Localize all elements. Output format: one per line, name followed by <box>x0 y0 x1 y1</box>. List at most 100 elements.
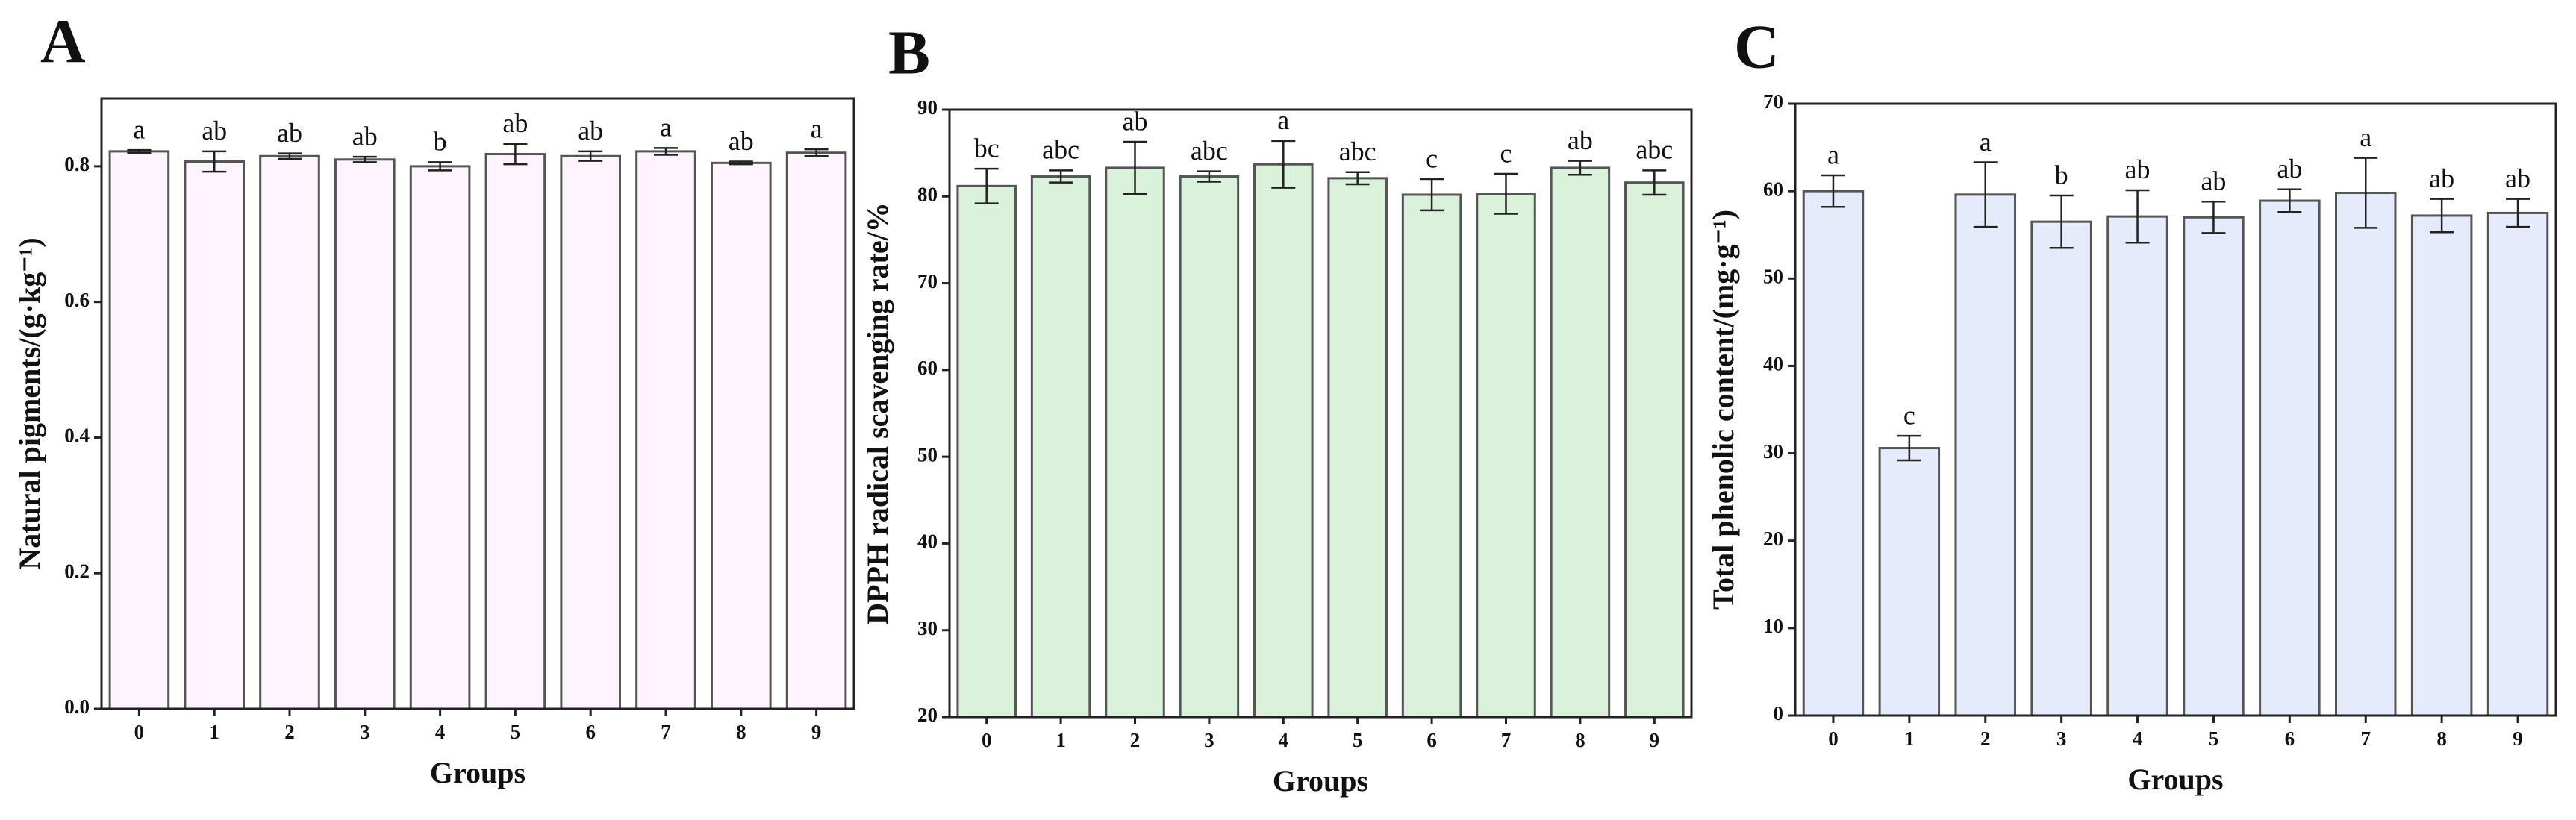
x-tick-label: 9 <box>1650 729 1660 751</box>
significance-letter: ab <box>2201 166 2226 195</box>
x-tick-label: 6 <box>1426 729 1437 751</box>
x-tick-label: 5 <box>1353 729 1363 751</box>
significance-letter: c <box>1500 138 1512 168</box>
bar <box>1327 177 1388 719</box>
y-tick-label: 20 <box>917 704 938 726</box>
x-tick-label: 6 <box>2285 727 2295 750</box>
x-tick-label: 4 <box>2133 727 2143 750</box>
significance-letter: b <box>434 127 447 157</box>
error-bar <box>2430 198 2454 234</box>
bar <box>2410 214 2473 717</box>
x-tick-label: 1 <box>1055 729 1066 751</box>
bar <box>1179 175 1240 719</box>
error-bar <box>1049 169 1073 184</box>
plot-frame <box>948 108 1693 719</box>
bar <box>2106 215 2168 717</box>
error-bar <box>1494 172 1518 215</box>
y-tick-label: 90 <box>917 96 938 119</box>
x-axis-title: Groups <box>2127 763 2223 796</box>
error-bar <box>804 148 829 157</box>
panel-label: A <box>40 7 86 76</box>
significance-letter: a <box>1277 105 1289 135</box>
significance-letter: ab <box>202 116 227 145</box>
plot-frame <box>1794 102 2557 717</box>
x-tick-label: 8 <box>2436 727 2447 750</box>
error-bar <box>1973 161 1998 228</box>
error-bar <box>278 152 302 160</box>
x-tick-label: 9 <box>2513 727 2523 750</box>
significance-letter: ab <box>729 126 754 156</box>
bar <box>1476 193 1536 719</box>
x-tick-label: 7 <box>661 721 671 743</box>
x-axis-title: Groups <box>1273 764 1368 798</box>
x-tick-label: 0 <box>1828 727 1839 750</box>
y-tick-label: 0.6 <box>64 289 90 311</box>
y-axis-title: Total phenolic content/(mg·g⁻¹) <box>1706 210 1740 610</box>
y-tick-label: 30 <box>1763 440 1783 463</box>
x-tick-label: 5 <box>2209 727 2219 750</box>
y-tick-label: 30 <box>917 617 938 639</box>
x-tick-label: 7 <box>2361 727 2371 750</box>
y-tick-label: 60 <box>1763 178 1783 200</box>
error-bar <box>1123 140 1147 195</box>
error-bar <box>2049 194 2074 249</box>
panel-label: C <box>1734 12 1780 81</box>
bar <box>1878 447 1941 717</box>
error-bar <box>1897 434 1921 462</box>
x-axis-title: Groups <box>430 756 526 789</box>
y-tick-label: 0.8 <box>64 153 90 175</box>
error-bar <box>1271 140 1296 189</box>
y-tick-label: 70 <box>917 270 938 292</box>
x-tick-label: 2 <box>284 721 295 743</box>
x-tick-label: 3 <box>2056 727 2067 750</box>
x-tick-label: 4 <box>435 721 446 743</box>
bar <box>635 150 696 710</box>
y-tick-label: 10 <box>1763 615 1783 637</box>
bar <box>184 160 246 710</box>
significance-letter: c <box>1426 143 1438 173</box>
plot-frame <box>100 97 855 710</box>
bar <box>956 184 1017 719</box>
significance-letter: c <box>1903 400 1915 430</box>
x-tick-label: 0 <box>982 729 992 751</box>
error-bar <box>974 167 999 204</box>
x-tick-label: 2 <box>1130 729 1141 751</box>
error-bar <box>202 150 227 173</box>
error-bar <box>1345 171 1370 186</box>
bar <box>484 153 546 710</box>
error-bar <box>654 147 678 156</box>
significance-letter: a <box>660 113 672 143</box>
significance-letter: ab <box>2125 154 2151 184</box>
y-axis-title: DPPH radical scavenging rate/% <box>861 202 894 624</box>
error-bar <box>1642 169 1667 196</box>
significance-letter: abc <box>1339 137 1376 166</box>
x-tick-label: 3 <box>360 721 370 743</box>
x-tick-label: 6 <box>585 721 596 743</box>
bar <box>710 161 772 710</box>
error-bar <box>503 143 528 166</box>
significance-letter: a <box>1827 140 1839 169</box>
significance-letter: ab <box>277 118 302 148</box>
x-tick-label: 8 <box>1575 729 1585 751</box>
error-bar <box>2125 189 2150 244</box>
significance-letter: a <box>1980 127 1992 157</box>
error-bar <box>428 161 452 172</box>
x-tick-label: 2 <box>1980 727 1991 750</box>
error-bar <box>1197 170 1221 183</box>
bar <box>785 151 847 710</box>
bar <box>409 165 471 710</box>
bar <box>2030 220 2092 717</box>
significance-letter: ab <box>2429 163 2454 193</box>
x-tick-label: 0 <box>134 721 145 743</box>
bar <box>2259 199 2321 717</box>
bar <box>1030 175 1091 719</box>
y-tick-label: 20 <box>1763 528 1783 550</box>
significance-letter: bc <box>974 133 999 163</box>
bar <box>1105 166 1165 719</box>
error-bar <box>352 155 377 163</box>
x-tick-label: 7 <box>1501 729 1512 751</box>
error-bar <box>127 148 152 154</box>
significance-letter: abc <box>1635 135 1673 165</box>
y-tick-label: 0.0 <box>64 695 90 718</box>
bar <box>334 158 396 710</box>
